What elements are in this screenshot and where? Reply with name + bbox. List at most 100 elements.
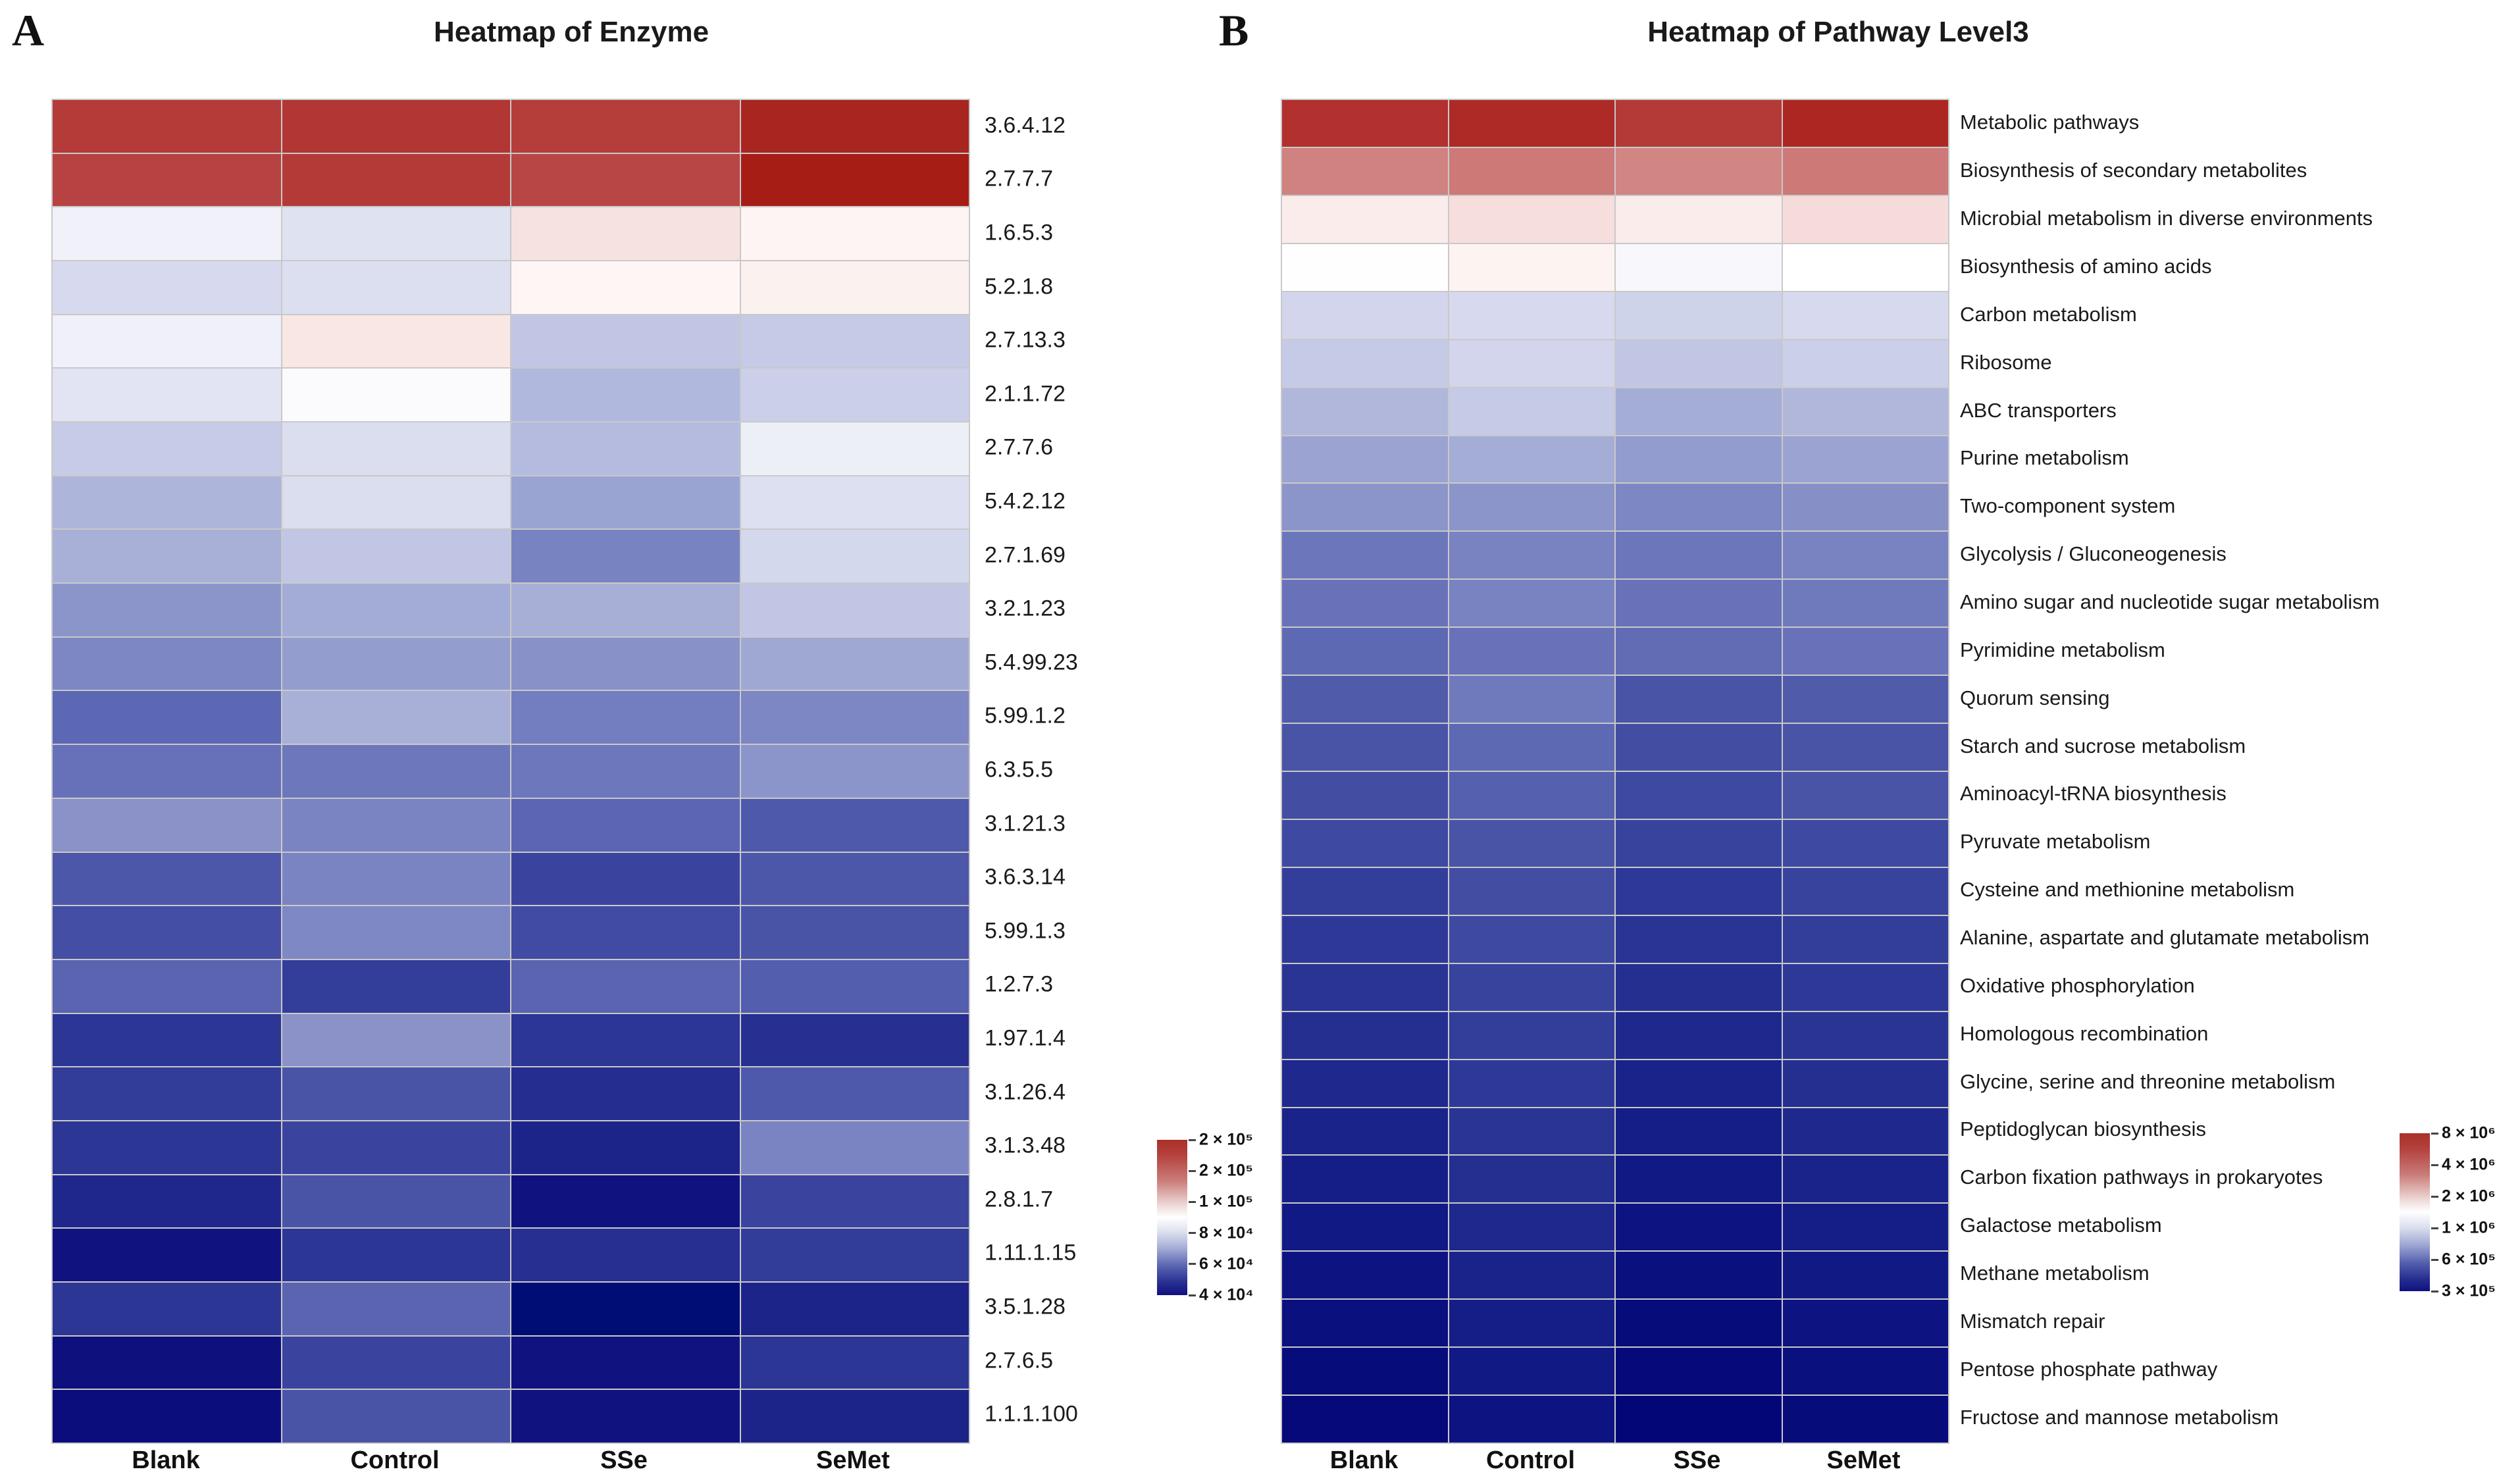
heatmap-cell (511, 1229, 740, 1281)
heatmap-cell (53, 1067, 281, 1120)
heatmap-cell (1616, 915, 1782, 963)
heatmap-cell (1616, 1204, 1782, 1251)
row-label: 2.1.1.72 (985, 381, 1066, 407)
heatmap-cell (1449, 676, 1614, 723)
heatmap-cell (1782, 915, 1948, 963)
column-label: SSe (1673, 1446, 1721, 1474)
row-label: 1.6.5.3 (985, 220, 1053, 245)
heatmap-cell (1449, 1252, 1614, 1299)
heatmap-cell (282, 1067, 510, 1120)
legend-tick-label: 8 × 10⁴ (1189, 1223, 1254, 1242)
heatmap-cell (1449, 628, 1614, 675)
row-label: 3.1.3.48 (985, 1133, 1066, 1158)
row-label: 3.2.1.23 (985, 596, 1066, 621)
row-label: Pentose phosphate pathway (1960, 1357, 2218, 1381)
column-label: Control (350, 1446, 440, 1474)
heatmap-cell (53, 906, 281, 959)
heatmap-cell (282, 369, 510, 422)
heatmap-cell (1782, 867, 1948, 915)
heatmap-cell (1616, 580, 1782, 627)
row-label: 2.7.1.69 (985, 542, 1066, 568)
row-label: Carbon fixation pathways in prokaryotes (1960, 1165, 2323, 1189)
heatmap-cell (1282, 1348, 1448, 1395)
heatmap-cell (740, 745, 969, 798)
row-label: 5.4.2.12 (985, 488, 1066, 514)
row-label: Biosynthesis of amino acids (1960, 255, 2212, 278)
heatmap-cell (511, 530, 740, 583)
heatmap-cell (1616, 100, 1782, 147)
row-label: Pyruvate metabolism (1960, 830, 2151, 854)
heatmap-cell (1616, 819, 1782, 867)
row-label: 2.7.7.7 (985, 166, 1053, 192)
heatmap-cell (282, 745, 510, 798)
heatmap-cell (1449, 1348, 1614, 1395)
heatmap-cell (1616, 628, 1782, 675)
heatmap-cell (511, 691, 740, 744)
row-label: Purine metabolism (1960, 446, 2129, 470)
panel-a-title: Heatmap of Enzyme (433, 16, 709, 48)
heatmap-cell (1449, 436, 1614, 483)
heatmap-cell (1449, 1396, 1614, 1443)
heatmap-cell (740, 369, 969, 422)
row-label: 5.4.99.23 (985, 650, 1078, 675)
heatmap-cell (1449, 147, 1614, 195)
heatmap-cell (1782, 1204, 1948, 1251)
heatmap-cell (1782, 1011, 1948, 1059)
row-label: Two-component system (1960, 494, 2176, 518)
heatmap-cell (1449, 1060, 1614, 1107)
heatmap-cell (53, 153, 281, 207)
heatmap-cell (740, 476, 969, 529)
heatmap-cell (511, 959, 740, 1013)
heatmap-cell (1782, 1252, 1948, 1299)
heatmap-cell (282, 584, 510, 636)
heatmap-cell (1616, 340, 1782, 387)
heatmap-cell (1282, 676, 1448, 723)
row-label: 1.97.1.4 (985, 1025, 1066, 1051)
heatmap-cell (282, 637, 510, 690)
heatmap-cell (1449, 1108, 1614, 1155)
heatmap-cell (511, 476, 740, 529)
heatmap-cell (1616, 1396, 1782, 1443)
heatmap-cell (282, 1229, 510, 1281)
heatmap-cell (1449, 1011, 1614, 1059)
heatmap-cell (1782, 292, 1948, 339)
heatmap-cell (1449, 580, 1614, 627)
row-label: 2.7.7.6 (985, 434, 1053, 460)
heatmap-cell (282, 476, 510, 529)
column-label: Blank (132, 1446, 200, 1474)
row-label: 5.99.1.3 (985, 918, 1066, 944)
legend-tick-label: 1 × 10⁶ (2431, 1219, 2496, 1238)
heatmap-cell (1616, 724, 1782, 771)
legend-tick-label: 4 × 10⁴ (1189, 1286, 1254, 1305)
row-label: Aminoacyl-tRNA biosynthesis (1960, 782, 2227, 806)
heatmap-cell (511, 100, 740, 153)
heatmap-cell (53, 1282, 281, 1335)
heatmap-cell (1782, 1300, 1948, 1347)
heatmap-cell (1282, 243, 1448, 291)
row-label: Fructose and mannose metabolism (1960, 1405, 2279, 1429)
heatmap-cell (1449, 772, 1614, 819)
heatmap-cell (53, 691, 281, 744)
row-label: Microbial metabolism in diverse environm… (1960, 207, 2373, 230)
heatmap-cell (740, 959, 969, 1013)
heatmap-cell (53, 261, 281, 314)
row-label: 5.2.1.8 (985, 274, 1053, 299)
row-label: Pyrimidine metabolism (1960, 638, 2165, 661)
heatmap-cell (740, 1229, 969, 1281)
heatmap-cell (511, 261, 740, 314)
heatmap-cell (282, 959, 510, 1013)
heatmap-cell (1782, 1396, 1948, 1443)
heatmap-cell (1782, 1108, 1948, 1155)
heatmap-cell (511, 422, 740, 475)
row-label: Amino sugar and nucleotide sugar metabol… (1960, 590, 2380, 613)
heatmap-cell (511, 584, 740, 636)
panel-a-column-labels: Blank Control SSe SeMet (51, 1446, 967, 1481)
heatmap-cell (511, 1282, 740, 1335)
heatmap-cell (282, 315, 510, 368)
row-label: Alanine, aspartate and glutamate metabol… (1960, 926, 2370, 949)
heatmap-cell (1782, 1348, 1948, 1395)
legend-tick-label: 6 × 10⁴ (1189, 1254, 1254, 1273)
heatmap-cell (1782, 484, 1948, 531)
row-label: Oxidative phosphorylation (1960, 973, 2195, 997)
heatmap-cell (1282, 915, 1448, 963)
